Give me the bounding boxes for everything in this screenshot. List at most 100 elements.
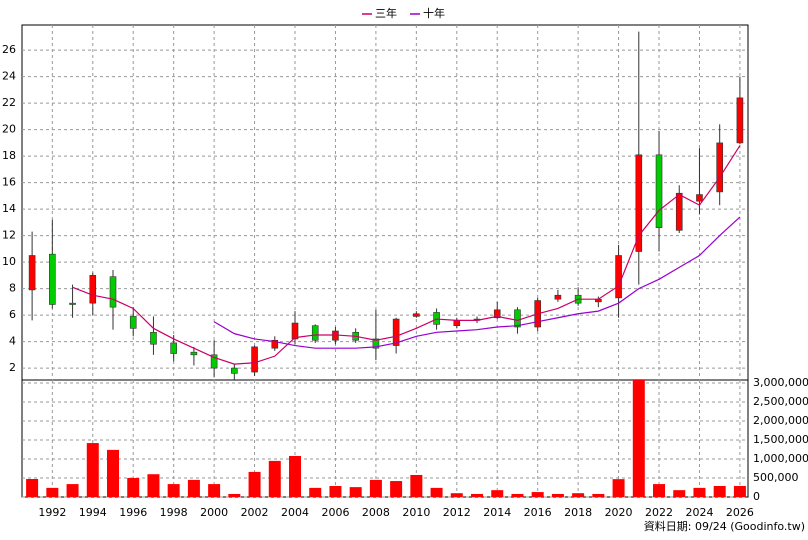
x-tick-label: 2008 bbox=[362, 506, 390, 519]
y-tick-label: 14 bbox=[2, 202, 16, 215]
x-tick-label: 2000 bbox=[200, 506, 228, 519]
candle-body bbox=[251, 346, 258, 373]
x-tick-label: 2018 bbox=[564, 506, 592, 519]
candle-body bbox=[413, 313, 420, 317]
ma-line bbox=[72, 145, 741, 365]
volume-bar bbox=[187, 479, 200, 497]
legend-label: 三年 bbox=[375, 6, 397, 20]
volume-bar bbox=[208, 484, 221, 497]
y-tick-label: 1,500,000 bbox=[753, 433, 808, 446]
volume-bar bbox=[66, 484, 79, 497]
candle-body bbox=[655, 154, 663, 228]
x-tick-label: 2006 bbox=[321, 506, 349, 519]
candle-body bbox=[109, 276, 117, 308]
volume-bar bbox=[491, 490, 504, 497]
x-tick-label: 2010 bbox=[402, 506, 430, 519]
candle-body bbox=[635, 154, 643, 252]
y-tick-label: 2,500,000 bbox=[753, 395, 808, 408]
volume-bar bbox=[511, 493, 524, 497]
candle-body bbox=[514, 309, 521, 328]
volume-bar bbox=[147, 474, 160, 497]
x-tick-label: 2012 bbox=[443, 506, 471, 519]
candle-body bbox=[675, 192, 683, 231]
volume-bar bbox=[410, 474, 423, 497]
y-tick-label: 2,000,000 bbox=[753, 414, 808, 427]
volume-bar bbox=[369, 479, 382, 497]
y-tick-label: 4 bbox=[9, 335, 16, 348]
candle-body bbox=[231, 367, 238, 374]
x-tick-label: 1992 bbox=[38, 506, 66, 519]
candle-body bbox=[49, 253, 56, 305]
plot-frame bbox=[21, 24, 749, 498]
footnote: 資料日期: 09/24 (Goodinfo.tw) bbox=[644, 519, 805, 533]
y-tick-label: 22 bbox=[2, 96, 16, 109]
volume-bar bbox=[228, 493, 241, 497]
volume-bar bbox=[673, 490, 686, 497]
volume-bar bbox=[127, 478, 140, 497]
volume-bar bbox=[592, 493, 605, 497]
y-tick-label: 18 bbox=[2, 149, 16, 162]
volume-bar bbox=[572, 493, 585, 497]
x-tick-label: 1996 bbox=[119, 506, 147, 519]
y-tick-label: 24 bbox=[2, 70, 16, 83]
candle-body bbox=[170, 342, 177, 354]
volume-bar bbox=[86, 443, 99, 497]
x-tick-label: 2022 bbox=[645, 506, 673, 519]
volume-bar bbox=[268, 460, 281, 497]
x-tick-label: 2024 bbox=[685, 506, 713, 519]
x-tick-label: 2020 bbox=[605, 506, 633, 519]
ma-line bbox=[213, 216, 741, 349]
volume-bar bbox=[26, 478, 39, 497]
candle-body bbox=[696, 194, 703, 202]
volume-bar bbox=[430, 487, 443, 497]
candle-body bbox=[190, 351, 198, 356]
volume-bar bbox=[693, 487, 706, 497]
candle-body bbox=[291, 322, 299, 340]
y-tick-label: 0 bbox=[753, 490, 760, 503]
candle-body bbox=[69, 302, 76, 305]
candle-body bbox=[736, 97, 744, 144]
volume-bar bbox=[450, 493, 463, 497]
candle-body bbox=[89, 275, 97, 304]
volume-bar bbox=[390, 481, 403, 497]
candle-body bbox=[493, 309, 501, 319]
x-tick-label: 2026 bbox=[726, 506, 754, 519]
volume-bar bbox=[167, 484, 180, 497]
candle-body bbox=[716, 142, 723, 193]
candle-body bbox=[453, 320, 461, 326]
y-tick-label: 12 bbox=[2, 229, 16, 242]
volume-bar bbox=[612, 479, 625, 497]
y-tick-label: 500,000 bbox=[753, 471, 799, 484]
y-tick-label: 8 bbox=[9, 282, 16, 295]
volume-bar bbox=[309, 487, 322, 497]
volume-bar bbox=[349, 487, 362, 497]
x-tick-label: 2014 bbox=[483, 506, 511, 519]
y-tick-label: 2 bbox=[9, 361, 16, 374]
volume-bar bbox=[733, 485, 746, 497]
candle-body bbox=[392, 318, 400, 346]
x-tick-label: 2002 bbox=[241, 506, 269, 519]
volume-bar bbox=[329, 485, 342, 497]
candle-body bbox=[150, 332, 157, 345]
volume-bar bbox=[46, 487, 59, 497]
y-tick-label: 6 bbox=[9, 308, 16, 321]
volume-bar bbox=[471, 493, 484, 497]
volume-bar bbox=[289, 455, 302, 497]
x-tick-label: 2004 bbox=[281, 506, 309, 519]
y-tick-label: 3,000,000 bbox=[753, 376, 808, 389]
candle-body bbox=[433, 312, 440, 325]
y-tick-label: 16 bbox=[2, 176, 16, 189]
candle-body bbox=[28, 255, 36, 291]
x-tick-label: 2016 bbox=[524, 506, 552, 519]
candle-body bbox=[311, 325, 319, 341]
candle-body bbox=[615, 255, 622, 299]
x-tick-label: 1994 bbox=[79, 506, 107, 519]
legend-label: 十年 bbox=[423, 6, 445, 20]
y-tick-label: 20 bbox=[2, 123, 16, 136]
y-tick-label: 26 bbox=[2, 43, 16, 56]
candle-body bbox=[554, 294, 562, 300]
volume-bar bbox=[632, 379, 645, 497]
volume-bar bbox=[107, 449, 120, 497]
candle-body bbox=[129, 316, 137, 329]
